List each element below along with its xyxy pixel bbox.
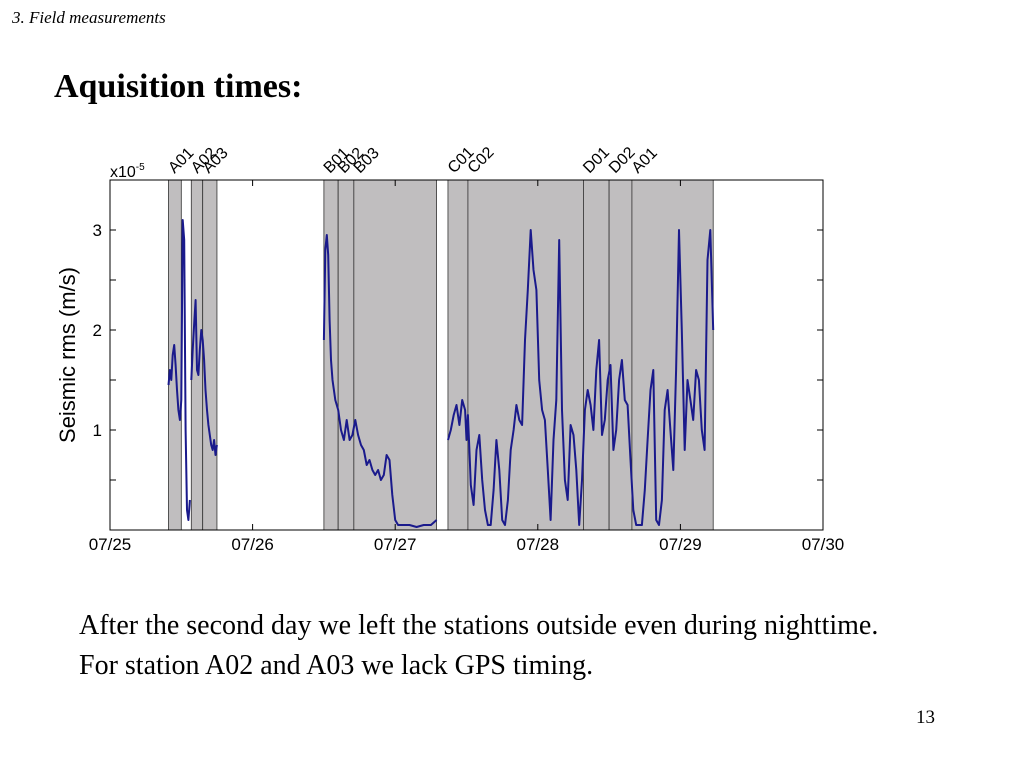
page-title: Aquisition times: <box>54 68 303 105</box>
y-tick-label-5: 3 <box>93 221 102 240</box>
x-tick-label-0: 07/25 <box>89 535 132 554</box>
station-span-d01-8 <box>583 179 610 531</box>
station-span-d02-9 <box>608 179 633 531</box>
station-span-c01-6 <box>447 179 469 531</box>
y-axis-label: Seismic rms (m/s) <box>55 267 80 443</box>
station-label-a01-10: A01 <box>629 145 661 177</box>
plot-frame <box>109 179 824 531</box>
station-span-a01-10 <box>631 179 714 531</box>
data-line-layer <box>167 219 715 528</box>
x-tick-label-2: 07/27 <box>374 535 417 554</box>
station-span-b02-4 <box>337 179 355 531</box>
slide-caption: After the second day we left the station… <box>79 610 879 681</box>
rms-line-segment-2 <box>322 234 438 528</box>
x-tick-label-4: 07/29 <box>659 535 702 554</box>
tick-layer: 07/25 07/26 07/27 07/28 07/29 07/30 1 2 3 <box>89 180 845 554</box>
x-tick-label-1: 07/26 <box>231 535 274 554</box>
station-span-a03-2 <box>202 179 218 531</box>
rms-line-segment-1 <box>190 299 218 456</box>
page-number: 13 <box>916 707 935 728</box>
seismic-rms-chart: 07/25 07/26 07/27 07/28 07/29 07/30 1 2 3 A01A02… <box>55 144 845 554</box>
station-span-c02-7 <box>467 179 584 531</box>
rms-line-segment-0 <box>167 219 191 521</box>
section-heading: 3. Field measurements <box>12 8 166 27</box>
station-label-d01-8: D01 <box>580 144 613 177</box>
rms-line-segment-3 <box>447 229 715 526</box>
x-tick-label-5: 07/30 <box>802 535 845 554</box>
y-exponent-label: x10-5 <box>110 162 145 181</box>
y-tick-label-3: 2 <box>93 321 102 340</box>
y-tick-label-1: 1 <box>93 421 102 440</box>
station-span-b03-5 <box>353 179 437 531</box>
x-tick-label-3: 07/28 <box>517 535 560 554</box>
